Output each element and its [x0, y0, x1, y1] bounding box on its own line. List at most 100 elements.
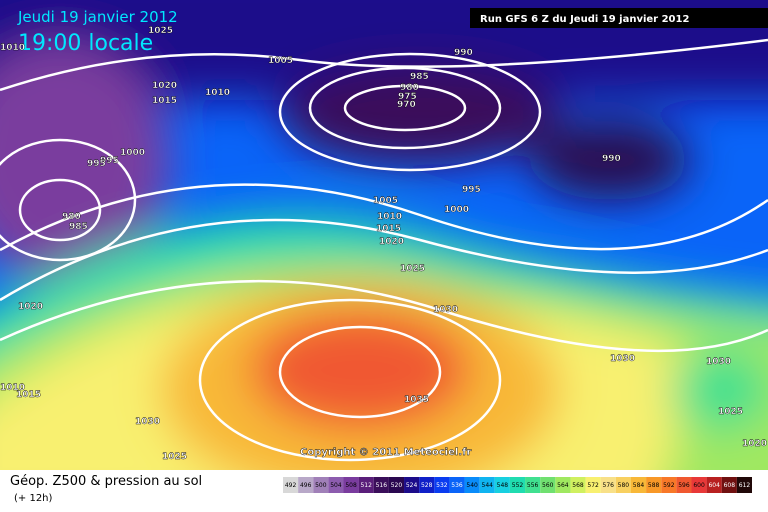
- isobar-label: 1020: [18, 302, 43, 312]
- scale-label: 528: [421, 482, 433, 489]
- scale-label: 500: [315, 482, 327, 489]
- scale-cell: [585, 477, 601, 493]
- isobar-label: 980: [400, 83, 419, 93]
- isobar-label: 1010: [0, 43, 25, 53]
- scale-label: 496: [300, 482, 312, 489]
- scale-label: 588: [648, 482, 660, 489]
- scale-label: 536: [451, 482, 463, 489]
- isobar-label: 985: [410, 72, 429, 82]
- scale-cell: [676, 477, 692, 493]
- scale-label: 600: [693, 482, 705, 489]
- scale-cell: [615, 477, 631, 493]
- legend-lead: (+ 12h): [14, 493, 53, 504]
- isobar-label: 995: [87, 159, 106, 169]
- scale-label: 532: [436, 482, 448, 489]
- isobar-label: 1030: [706, 357, 731, 367]
- isobar-label: 990: [454, 48, 473, 58]
- scale-cell: [661, 477, 677, 493]
- date: Jeudi 19 janvier 2012: [17, 8, 178, 26]
- scale-cell: [509, 477, 526, 493]
- scale-cell: [646, 477, 662, 493]
- scale-cell: [600, 477, 616, 493]
- isobar-label: 1020: [742, 439, 767, 449]
- scale-cell: [706, 477, 722, 493]
- scale-label: 568: [572, 482, 584, 489]
- scale-label: 552: [512, 482, 524, 489]
- scale-cell: [540, 477, 556, 493]
- scale-cell: [434, 477, 450, 493]
- isobar-label: 995: [462, 185, 481, 195]
- scale-label: 564: [557, 482, 569, 489]
- isobar-label: 1030: [610, 354, 635, 364]
- isobar-label: 990: [602, 154, 621, 164]
- isobar-label: 975: [398, 92, 417, 102]
- scale-cell: [283, 477, 299, 493]
- isobar-label: 1030: [433, 305, 458, 315]
- isobar-label: 1025: [148, 26, 173, 36]
- scale-cell: [328, 477, 344, 493]
- run-box: [470, 8, 768, 28]
- scale-cell: [343, 477, 359, 493]
- isobar-label: 1020: [379, 237, 404, 247]
- isobar-label: 1000: [120, 148, 145, 158]
- scale-label: 608: [724, 482, 736, 489]
- isobar-label: 1010: [205, 88, 230, 98]
- scale-cell: [373, 477, 389, 493]
- scale-label: 556: [527, 482, 539, 489]
- isobar-label: 1015: [16, 390, 41, 400]
- scale-cell: [736, 477, 752, 493]
- scale-cell: [494, 477, 510, 493]
- scale-cell: [388, 477, 405, 493]
- isobar-label: 1025: [400, 264, 425, 274]
- scale-label: 572: [587, 482, 599, 489]
- isobar-label: 1015: [376, 224, 401, 234]
- scale-label: 592: [663, 482, 675, 489]
- scale-cell: [630, 477, 647, 493]
- isobar-label: 1010: [377, 212, 402, 222]
- scale-label: 580: [618, 482, 630, 489]
- isobar-label: 995: [100, 156, 119, 166]
- isobar-label: 980: [62, 212, 81, 222]
- isobar-label: 985: [69, 222, 88, 232]
- scale-label: 540: [466, 482, 478, 489]
- scale-label: 604: [708, 482, 720, 489]
- scale-cell: [298, 477, 314, 493]
- scale-label: 508: [345, 482, 357, 489]
- scale-label: 612: [739, 482, 751, 489]
- scale-cell: [358, 477, 374, 493]
- isobar-label: 1005: [373, 196, 398, 206]
- isobar-label: 1020: [152, 81, 177, 91]
- scale-cell: [404, 477, 420, 493]
- isobar-label: 970: [397, 100, 416, 110]
- scale-label: 596: [678, 482, 690, 489]
- legend-title: Géop. Z500 & pression au sol: [10, 474, 202, 489]
- scale-cell: [570, 477, 586, 493]
- scale-label: 492: [285, 482, 297, 489]
- scale-label: 512: [360, 482, 372, 489]
- scale-label: 520: [391, 482, 403, 489]
- scale-label: 504: [330, 482, 342, 489]
- scale-cell: [555, 477, 571, 493]
- scale-label: 524: [406, 482, 418, 489]
- scale-label: 548: [497, 482, 509, 489]
- scale-cell: [721, 477, 737, 493]
- copyright: Copyright © 2011 Meteociel.fr: [300, 447, 471, 458]
- scale-cell: [449, 477, 465, 493]
- isobar-label: 1025: [718, 407, 743, 417]
- time: 19:00 locale: [18, 31, 153, 56]
- isobar-label: 1035: [404, 395, 429, 405]
- isobar-label: 1005: [268, 56, 293, 66]
- scale-cell: [479, 477, 495, 493]
- isobar-label: 1000: [444, 205, 469, 215]
- scale-label: 516: [376, 482, 388, 489]
- run: Run GFS 6 Z du Jeudi 19 janvier 2012: [480, 14, 689, 25]
- scale-label: 576: [603, 482, 615, 489]
- scale-cell: [691, 477, 707, 493]
- scale-label: 544: [482, 482, 494, 489]
- scale-cell: [313, 477, 329, 493]
- isobar-label: 1030: [135, 417, 160, 427]
- scale-cell: [464, 477, 480, 493]
- scale-label: 584: [633, 482, 645, 489]
